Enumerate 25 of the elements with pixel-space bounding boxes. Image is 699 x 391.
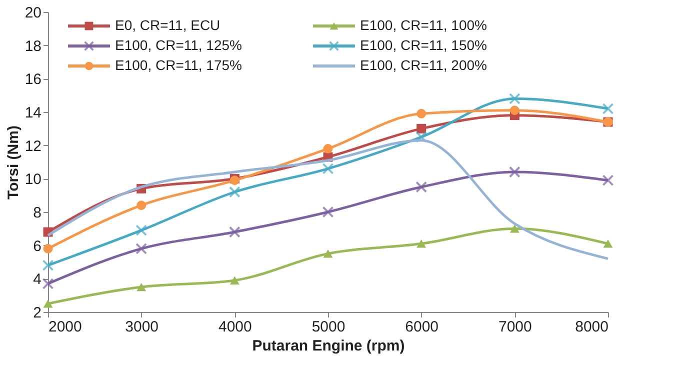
x-tick-label: 5000 [312,318,346,336]
y-tick-label: 4 [33,271,42,288]
x-tick-label: 6000 [405,318,439,336]
legend-label: E0, CR=11, ECU [115,17,220,33]
y-tick-label: 20 [24,4,42,22]
y-tick-label: 10 [24,171,42,188]
legend-label: E100, CR=11, 175% [115,57,242,73]
y-tick-label: 6 [33,238,42,255]
legend-label: E100, CR=11, 125% [115,37,242,53]
y-tick-label: 16 [24,71,42,88]
y-tick-label: 2 [33,304,42,322]
legend-label: E100, CR=11, 150% [360,37,487,53]
legend-label: E100, CR=11, 200% [360,57,487,73]
y-tick-label: 18 [24,38,42,55]
x-tick-label: 4000 [218,318,252,336]
y-tick-label: 14 [24,104,42,122]
y-axis-title: Torsi (Nm) [4,126,22,200]
x-tick-label: 2000 [48,318,82,336]
y-tick-label: 12 [24,138,42,155]
legend-label: E100, CR=11, 100% [360,17,487,33]
y-tick-label: 8 [33,204,42,222]
x-tick-label: 8000 [575,318,608,336]
x-tick-label: 3000 [125,318,159,336]
x-axis-title: Putaran Engine (rpm) [252,338,405,354]
x-tick-label: 7000 [498,318,532,336]
